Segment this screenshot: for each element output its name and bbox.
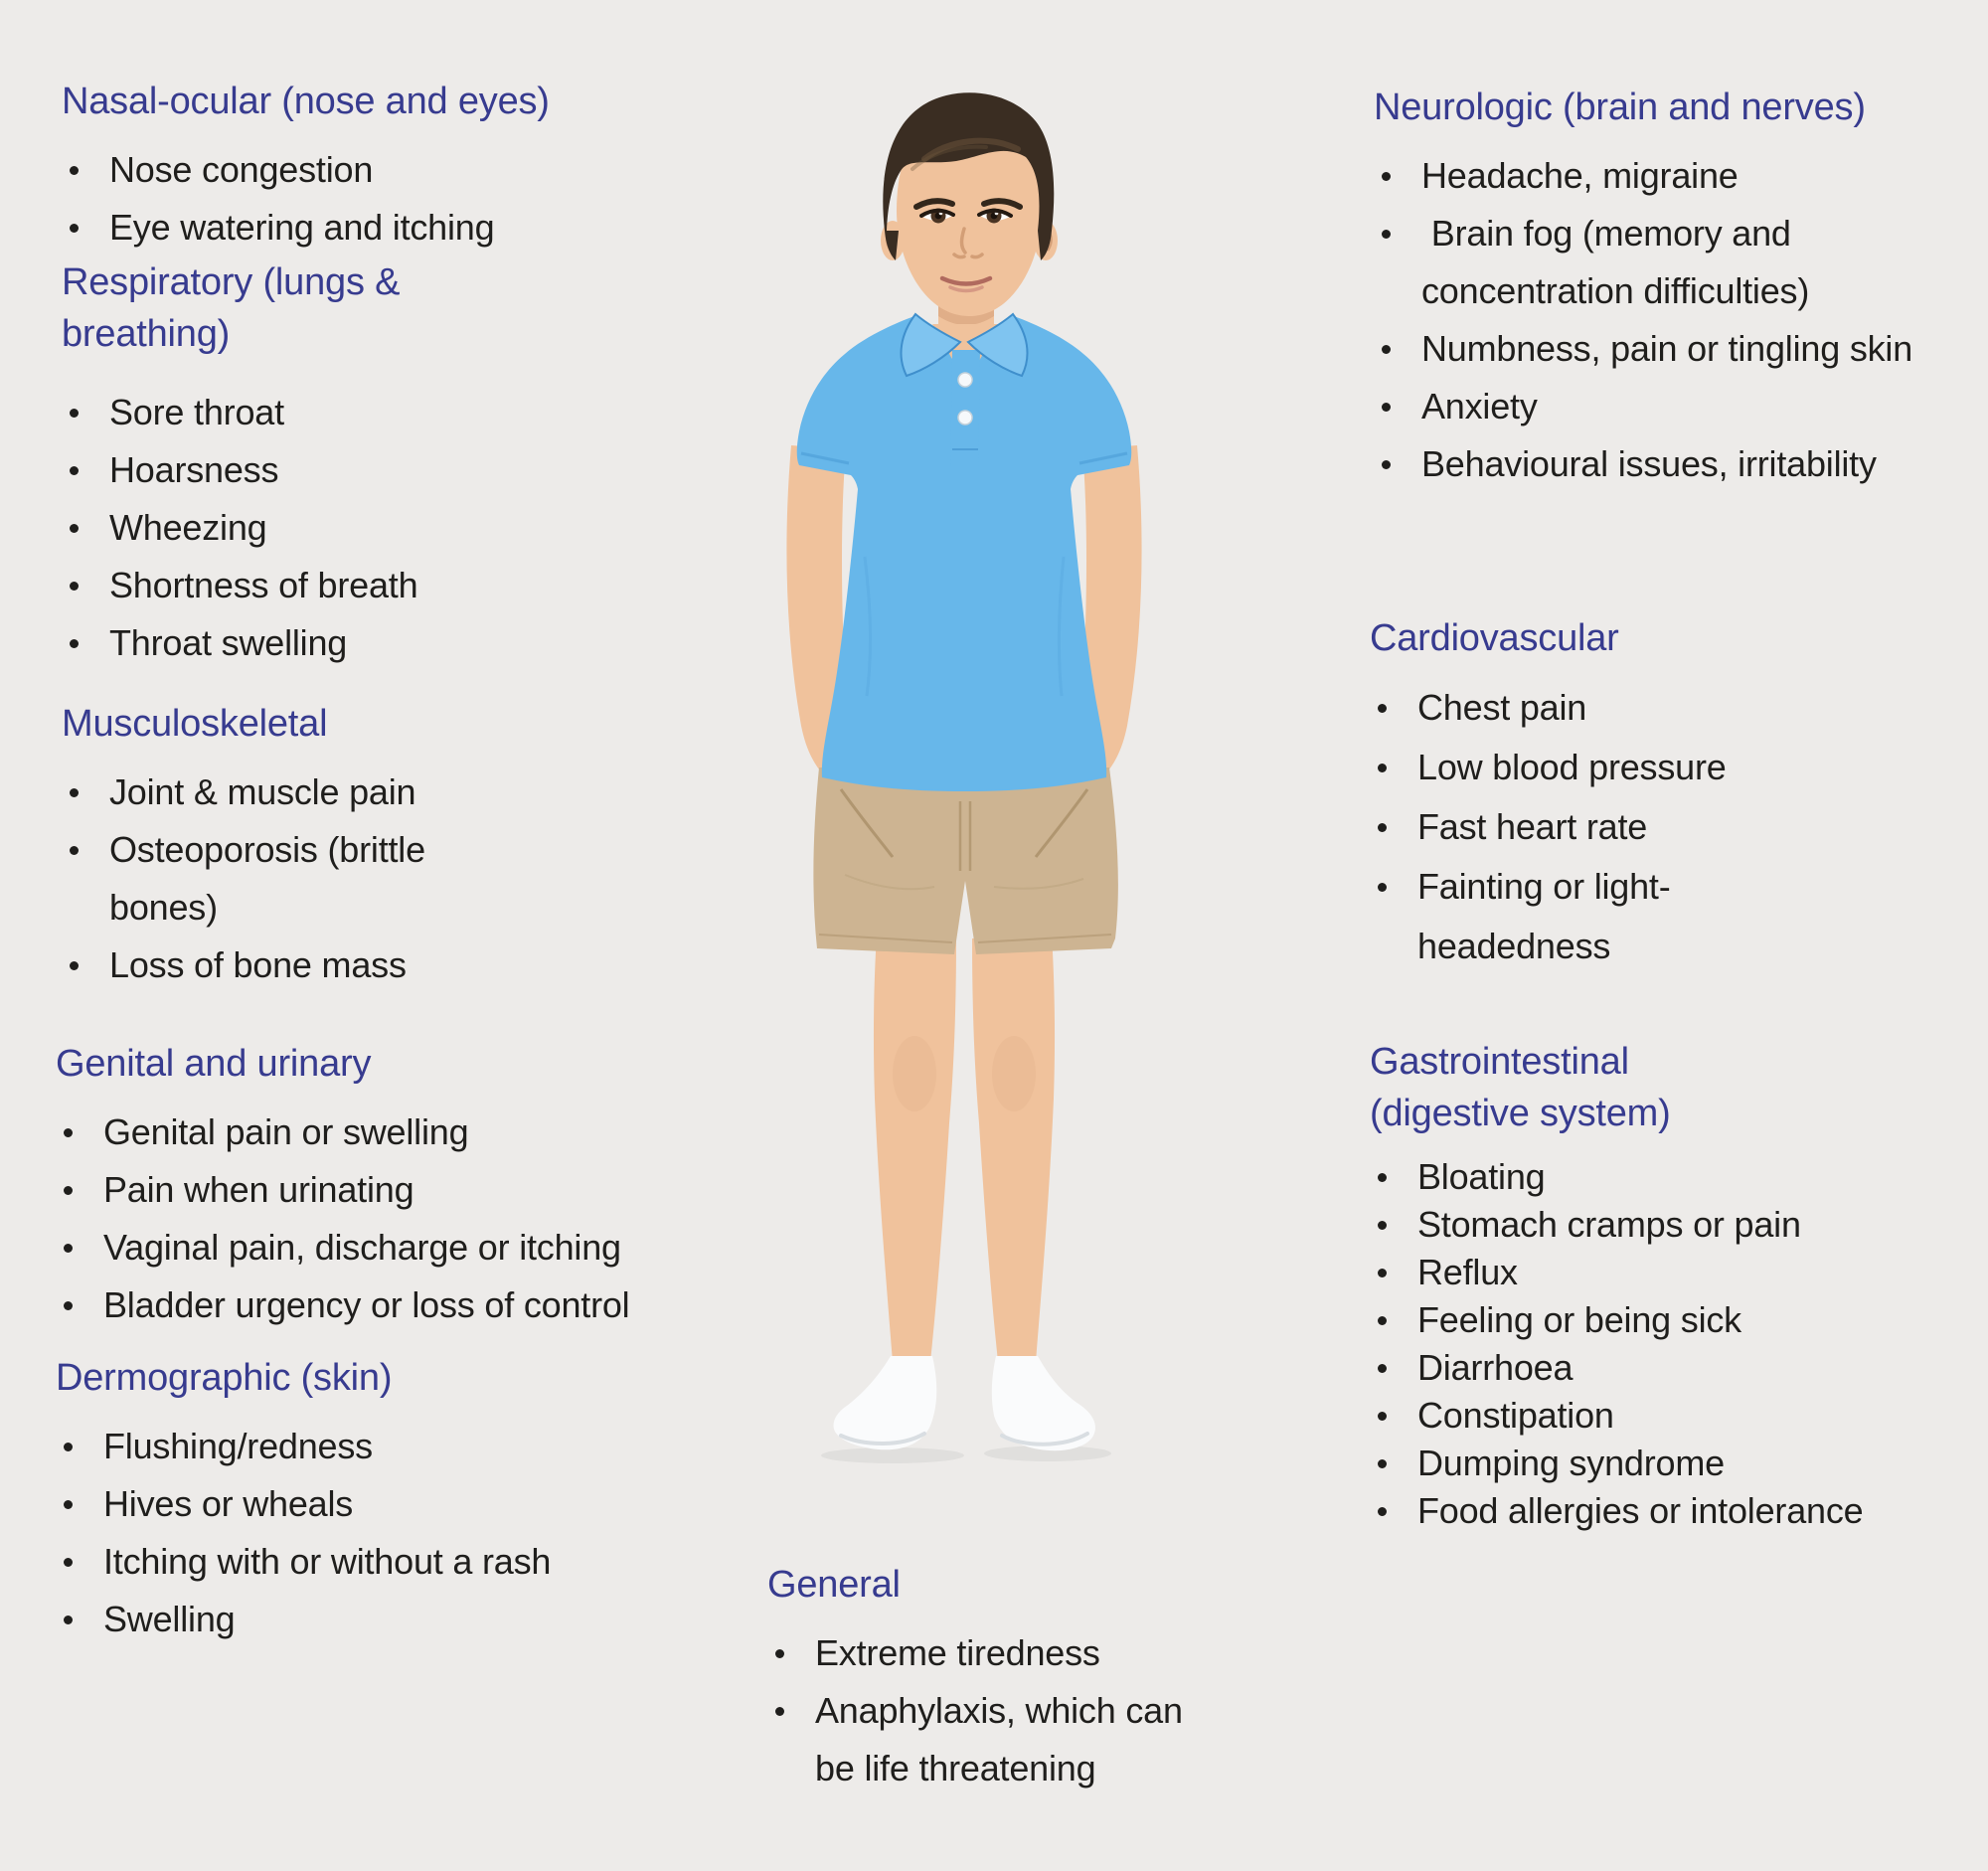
- symptom-item: Bladder urgency or loss of control: [56, 1276, 732, 1334]
- symptom-item: Pain when urinating: [56, 1161, 732, 1219]
- symptom-list: Headache, migraine Brain fog (memory and…: [1374, 147, 1982, 493]
- symptom-item: Flushing/redness: [56, 1418, 712, 1475]
- section-gastrointestinal: Gastrointestinal (digestive system) Bloa…: [1370, 1036, 1966, 1535]
- symptom-item: Reflux: [1370, 1249, 1966, 1296]
- section-heading: Cardiovascular: [1370, 617, 1619, 659]
- section-musculoskeletal: Musculoskeletal Joint & muscle pain Osteo…: [62, 698, 519, 994]
- section-dermographic: Dermographic (skin) Flushing/redness Hive…: [56, 1352, 712, 1648]
- section-neurologic: Neurologic (brain and nerves) Headache, …: [1374, 82, 1982, 493]
- symptom-item: Swelling: [56, 1591, 712, 1648]
- boy-polo-shirt: [796, 312, 1132, 791]
- symptom-item: Hoarsness: [62, 441, 598, 499]
- section-heading: Genital and urinary: [56, 1043, 372, 1085]
- symptom-item: Extreme tiredness: [767, 1624, 1210, 1682]
- symptom-item: Headache, migraine: [1374, 147, 1982, 205]
- polo-button: [957, 372, 973, 388]
- symptom-item: Osteoporosis (brittle bones): [62, 821, 519, 936]
- section-heading: Nasal-ocular (nose and eyes): [62, 81, 550, 122]
- section-general: General Extreme tiredness Anaphylaxis, wh…: [767, 1559, 1210, 1797]
- symptom-item: Hives or wheals: [56, 1475, 712, 1533]
- section-heading: Musculoskeletal: [62, 703, 328, 745]
- symptom-list: Nose congestion Eye watering and itching: [62, 141, 698, 256]
- symptom-list: Extreme tiredness Anaphylaxis, which can …: [767, 1624, 1210, 1797]
- section-cardiovascular: Cardiovascular Chest pain Low blood press…: [1370, 612, 1787, 976]
- symptom-item: Fast heart rate: [1370, 797, 1787, 857]
- symptom-item: Fainting or light-headedness: [1370, 857, 1787, 976]
- symptom-list: Joint & muscle pain Osteoporosis (brittle…: [62, 764, 519, 994]
- symptom-item: Sore throat: [62, 384, 598, 441]
- symptom-item: Brain fog (memory and concentration diff…: [1374, 205, 1982, 320]
- symptom-list: Chest pain Low blood pressure Fast heart r…: [1370, 678, 1787, 976]
- symptom-item: Behavioural issues, irritability: [1374, 435, 1982, 493]
- symptom-item: Dumping syndrome: [1370, 1440, 1966, 1487]
- symptom-list: Flushing/redness Hives or wheals Itching w…: [56, 1418, 712, 1648]
- symptom-item: Wheezing: [62, 499, 598, 557]
- boy-shorts: [813, 767, 1118, 954]
- symptom-item: Anxiety: [1374, 378, 1982, 435]
- section-heading: Respiratory (lungs & breathing): [62, 261, 401, 355]
- symptom-item: Throat swelling: [62, 614, 598, 672]
- symptom-item: Eye watering and itching: [62, 199, 698, 256]
- section-heading: General: [767, 1564, 901, 1606]
- symptom-item: Feeling or being sick: [1370, 1296, 1966, 1344]
- boy-legs: [873, 935, 1056, 1362]
- symptom-item: Itching with or without a rash: [56, 1533, 712, 1591]
- section-respiratory: Respiratory (lungs & breathing) Sore thr…: [62, 256, 598, 672]
- boy-socks: [821, 1356, 1111, 1463]
- symptom-item: Nose congestion: [62, 141, 698, 199]
- eyes: [919, 208, 1013, 224]
- section-genital-urinary: Genital and urinary Genital pain or swel…: [56, 1038, 732, 1334]
- section-heading: Neurologic (brain and nerves): [1374, 86, 1866, 128]
- symptom-item: Anaphylaxis, which can be life threateni…: [767, 1682, 1210, 1797]
- symptom-list: Bloating Stomach cramps or pain Reflux Feel…: [1370, 1153, 1966, 1535]
- section-heading: Dermographic (skin): [56, 1357, 393, 1399]
- polo-button: [957, 410, 973, 425]
- symptom-item: Stomach cramps or pain: [1370, 1201, 1966, 1249]
- symptom-item: Diarrhoea: [1370, 1344, 1966, 1392]
- symptom-item: Joint & muscle pain: [62, 764, 519, 821]
- symptom-item: Constipation: [1370, 1392, 1966, 1440]
- symptom-item: Chest pain: [1370, 678, 1787, 738]
- mouth: [939, 275, 993, 286]
- boy-illustration: [786, 92, 1142, 1463]
- symptom-list: Genital pain or swelling Pain when urinat…: [56, 1104, 732, 1334]
- nose: [952, 227, 984, 259]
- symptom-item: Loss of bone mass: [62, 936, 519, 994]
- symptom-item: Food allergies or intolerance: [1370, 1487, 1966, 1535]
- boy-hair: [883, 92, 1055, 260]
- symptom-item: Numbness, pain or tingling skin: [1374, 320, 1982, 378]
- section-nasal-ocular: Nasal-ocular (nose and eyes) Nose conges…: [62, 76, 698, 256]
- section-heading: Gastrointestinal (digestive system): [1370, 1041, 1671, 1134]
- symptom-list: Sore throat Hoarsness Wheezing Shortness of…: [62, 384, 598, 672]
- symptom-item: Low blood pressure: [1370, 738, 1787, 797]
- symptom-item: Shortness of breath: [62, 557, 598, 614]
- symptom-item: Vaginal pain, discharge or itching: [56, 1219, 732, 1276]
- symptom-item: Bloating: [1370, 1153, 1966, 1201]
- symptom-item: Genital pain or swelling: [56, 1104, 732, 1161]
- eyebrows: [913, 198, 1023, 210]
- boy-photo: [755, 60, 1183, 1471]
